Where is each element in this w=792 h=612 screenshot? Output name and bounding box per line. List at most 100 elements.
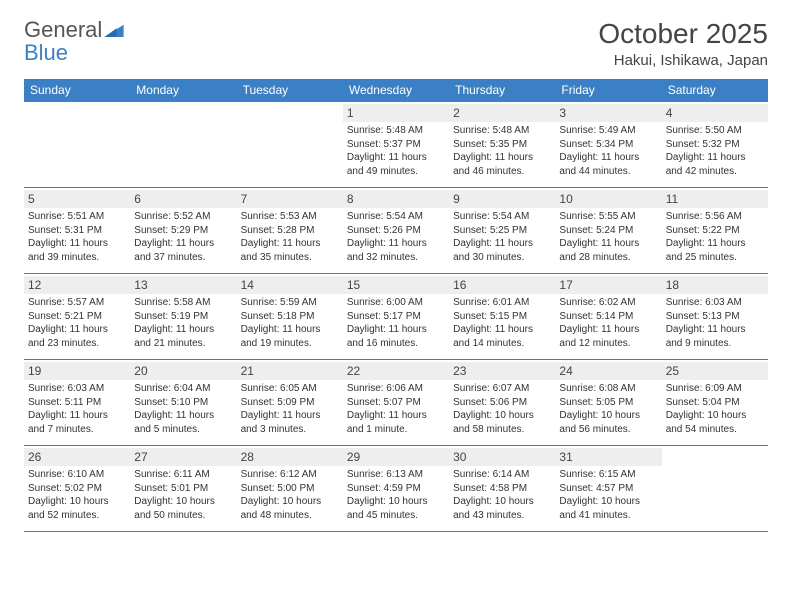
- day-info: Sunrise: 5:56 AMSunset: 5:22 PMDaylight:…: [666, 210, 764, 264]
- calendar-cell: 4 Sunrise: 5:50 AMSunset: 5:32 PMDaylight…: [662, 102, 768, 188]
- day-number: 12: [24, 276, 130, 294]
- day-info: Sunrise: 6:10 AMSunset: 5:02 PMDaylight:…: [28, 468, 126, 522]
- calendar-cell: 2 Sunrise: 5:48 AMSunset: 5:35 PMDaylight…: [449, 102, 555, 188]
- day-number-empty: [130, 104, 236, 122]
- calendar-cell: 8 Sunrise: 5:54 AMSunset: 5:26 PMDaylight…: [343, 188, 449, 274]
- day-number: 16: [449, 276, 555, 294]
- calendar-cell: 6 Sunrise: 5:52 AMSunset: 5:29 PMDaylight…: [130, 188, 236, 274]
- day-info: Sunrise: 6:07 AMSunset: 5:06 PMDaylight:…: [453, 382, 551, 436]
- day-number: 1: [343, 104, 449, 122]
- calendar-cell: [130, 102, 236, 188]
- day-info: Sunrise: 5:58 AMSunset: 5:19 PMDaylight:…: [134, 296, 232, 350]
- day-info: Sunrise: 5:51 AMSunset: 5:31 PMDaylight:…: [28, 210, 126, 264]
- day-info: Sunrise: 6:09 AMSunset: 5:04 PMDaylight:…: [666, 382, 764, 436]
- calendar-cell: [24, 102, 130, 188]
- day-number: 21: [237, 362, 343, 380]
- weekday-header: Monday: [130, 79, 236, 102]
- day-info: Sunrise: 6:01 AMSunset: 5:15 PMDaylight:…: [453, 296, 551, 350]
- day-number: 7: [237, 190, 343, 208]
- weekday-header: Tuesday: [237, 79, 343, 102]
- day-number: 31: [555, 448, 661, 466]
- day-info: Sunrise: 6:04 AMSunset: 5:10 PMDaylight:…: [134, 382, 232, 436]
- calendar-cell: 5Sunrise: 5:51 AMSunset: 5:31 PMDaylight…: [24, 188, 130, 274]
- day-number: 13: [130, 276, 236, 294]
- day-info: Sunrise: 6:12 AMSunset: 5:00 PMDaylight:…: [241, 468, 339, 522]
- calendar-cell: 9Sunrise: 5:54 AMSunset: 5:25 PMDaylight…: [449, 188, 555, 274]
- weekday-header: Friday: [555, 79, 661, 102]
- day-info: Sunrise: 6:03 AMSunset: 5:13 PMDaylight:…: [666, 296, 764, 350]
- month-title: October 2025: [598, 18, 768, 50]
- calendar-cell: 13 Sunrise: 5:58 AMSunset: 5:19 PMDayligh…: [130, 274, 236, 360]
- day-info: Sunrise: 5:59 AMSunset: 5:18 PMDaylight:…: [241, 296, 339, 350]
- brand-part2: Blue: [24, 40, 68, 65]
- day-info: Sunrise: 6:14 AMSunset: 4:58 PMDaylight:…: [453, 468, 551, 522]
- day-number: 19: [24, 362, 130, 380]
- calendar-row: 26Sunrise: 6:10 AMSunset: 5:02 PMDayligh…: [24, 446, 768, 532]
- calendar-cell: 17 Sunrise: 6:02 AMSunset: 5:14 PMDayligh…: [555, 274, 661, 360]
- day-number-empty: [237, 104, 343, 122]
- calendar-cell: 27 Sunrise: 6:11 AMSunset: 5:01 PMDayligh…: [130, 446, 236, 532]
- day-info: Sunrise: 6:03 AMSunset: 5:11 PMDaylight:…: [28, 382, 126, 436]
- day-number: 3: [555, 104, 661, 122]
- weekday-header: Sunday: [24, 79, 130, 102]
- calendar-cell: 21 Sunrise: 6:05 AMSunset: 5:09 PMDayligh…: [237, 360, 343, 446]
- calendar-table: SundayMondayTuesdayWednesdayThursdayFrid…: [24, 79, 768, 532]
- brand-logo: GeneralBlue: [24, 18, 124, 64]
- calendar-cell: 1 Sunrise: 5:48 AMSunset: 5:37 PMDaylight…: [343, 102, 449, 188]
- calendar-cell: 24Sunrise: 6:08 AMSunset: 5:05 PMDayligh…: [555, 360, 661, 446]
- day-number: 17: [555, 276, 661, 294]
- title-block: October 2025 Hakui, Ishikawa, Japan: [598, 18, 768, 69]
- weekday-header: Thursday: [449, 79, 555, 102]
- calendar-cell: 19 Sunrise: 6:03 AMSunset: 5:11 PMDayligh…: [24, 360, 130, 446]
- calendar-cell: 30Sunrise: 6:14 AMSunset: 4:58 PMDayligh…: [449, 446, 555, 532]
- day-info: Sunrise: 6:02 AMSunset: 5:14 PMDaylight:…: [559, 296, 657, 350]
- day-number: 6: [130, 190, 236, 208]
- calendar-cell: 3Sunrise: 5:49 AMSunset: 5:34 PMDaylight…: [555, 102, 661, 188]
- day-info: Sunrise: 5:48 AMSunset: 5:35 PMDaylight:…: [453, 124, 551, 178]
- day-number-empty: [662, 448, 768, 466]
- day-info: Sunrise: 6:05 AMSunset: 5:09 PMDaylight:…: [241, 382, 339, 436]
- day-number: 27: [130, 448, 236, 466]
- calendar-row: 5Sunrise: 5:51 AMSunset: 5:31 PMDaylight…: [24, 188, 768, 274]
- calendar-cell: 14 Sunrise: 5:59 AMSunset: 5:18 PMDayligh…: [237, 274, 343, 360]
- day-info: Sunrise: 5:55 AMSunset: 5:24 PMDaylight:…: [559, 210, 657, 264]
- calendar-cell: 31 Sunrise: 6:15 AMSunset: 4:57 PMDayligh…: [555, 446, 661, 532]
- weekday-header: Wednesday: [343, 79, 449, 102]
- calendar-cell: 22 Sunrise: 6:06 AMSunset: 5:07 PMDayligh…: [343, 360, 449, 446]
- calendar-cell: 18Sunrise: 6:03 AMSunset: 5:13 PMDayligh…: [662, 274, 768, 360]
- calendar-cell: [662, 446, 768, 532]
- day-info: Sunrise: 6:06 AMSunset: 5:07 PMDaylight:…: [347, 382, 445, 436]
- day-number: 14: [237, 276, 343, 294]
- location-text: Hakui, Ishikawa, Japan: [598, 52, 768, 69]
- day-info: Sunrise: 5:54 AMSunset: 5:25 PMDaylight:…: [453, 210, 551, 264]
- day-info: Sunrise: 5:52 AMSunset: 5:29 PMDaylight:…: [134, 210, 232, 264]
- day-info: Sunrise: 5:57 AMSunset: 5:21 PMDaylight:…: [28, 296, 126, 350]
- day-number: 11: [662, 190, 768, 208]
- calendar-cell: 11 Sunrise: 5:56 AMSunset: 5:22 PMDayligh…: [662, 188, 768, 274]
- calendar-cell: 23Sunrise: 6:07 AMSunset: 5:06 PMDayligh…: [449, 360, 555, 446]
- day-info: Sunrise: 5:48 AMSunset: 5:37 PMDaylight:…: [347, 124, 445, 178]
- calendar-cell: [237, 102, 343, 188]
- day-info: Sunrise: 6:15 AMSunset: 4:57 PMDaylight:…: [559, 468, 657, 522]
- day-info: Sunrise: 6:00 AMSunset: 5:17 PMDaylight:…: [347, 296, 445, 350]
- calendar-row: 19 Sunrise: 6:03 AMSunset: 5:11 PMDayligh…: [24, 360, 768, 446]
- day-info: Sunrise: 5:54 AMSunset: 5:26 PMDaylight:…: [347, 210, 445, 264]
- day-info: Sunrise: 5:53 AMSunset: 5:28 PMDaylight:…: [241, 210, 339, 264]
- day-number: 4: [662, 104, 768, 122]
- calendar-cell: 28 Sunrise: 6:12 AMSunset: 5:00 PMDayligh…: [237, 446, 343, 532]
- calendar-cell: 20Sunrise: 6:04 AMSunset: 5:10 PMDayligh…: [130, 360, 236, 446]
- weekday-header-row: SundayMondayTuesdayWednesdayThursdayFrid…: [24, 79, 768, 102]
- header: GeneralBlue October 2025 Hakui, Ishikawa…: [24, 18, 768, 69]
- day-number: 15: [343, 276, 449, 294]
- day-number: 22: [343, 362, 449, 380]
- day-number: 29: [343, 448, 449, 466]
- day-number: 2: [449, 104, 555, 122]
- calendar-row: 12 Sunrise: 5:57 AMSunset: 5:21 PMDayligh…: [24, 274, 768, 360]
- day-number: 8: [343, 190, 449, 208]
- calendar-cell: 26Sunrise: 6:10 AMSunset: 5:02 PMDayligh…: [24, 446, 130, 532]
- day-number: 28: [237, 448, 343, 466]
- brand-part1: General: [24, 17, 102, 42]
- calendar-cell: 15 Sunrise: 6:00 AMSunset: 5:17 PMDayligh…: [343, 274, 449, 360]
- day-info: Sunrise: 6:11 AMSunset: 5:01 PMDaylight:…: [134, 468, 232, 522]
- day-info: Sunrise: 5:50 AMSunset: 5:32 PMDaylight:…: [666, 124, 764, 178]
